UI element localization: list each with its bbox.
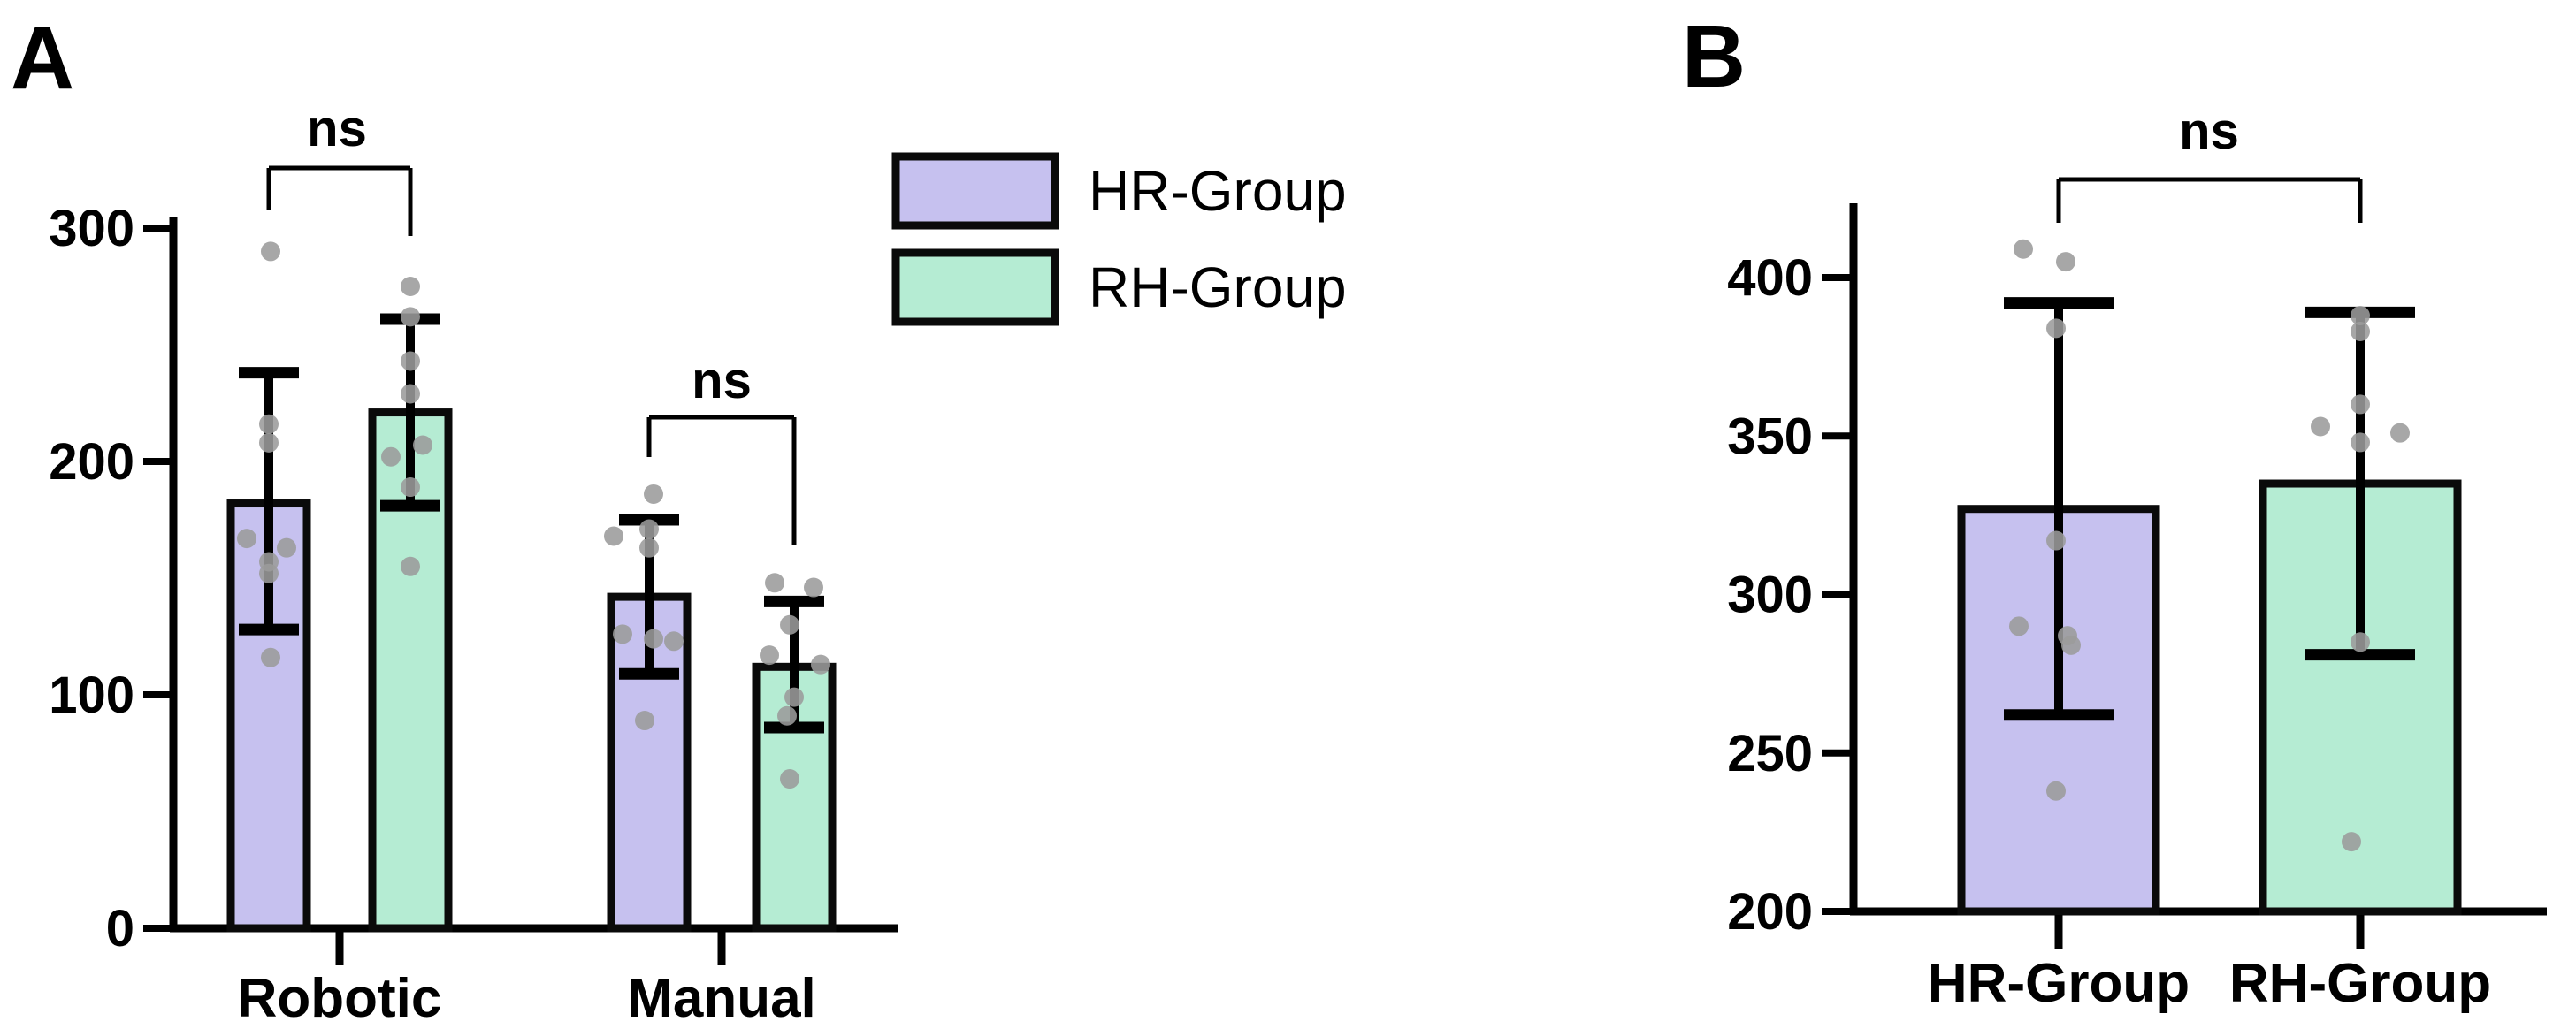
y-tick-label: 200 (1727, 883, 1813, 941)
data-point (780, 614, 799, 635)
y-tick-label: 300 (1727, 567, 1813, 624)
data-point (777, 705, 797, 726)
data-point (381, 446, 401, 467)
y-tick-label: 200 (49, 433, 134, 491)
data-point (401, 351, 420, 371)
data-point (261, 241, 280, 262)
data-point (2351, 306, 2370, 326)
data-point (639, 537, 659, 558)
panel-letter-a: A (11, 9, 74, 108)
data-point (811, 654, 830, 675)
data-point (2056, 252, 2075, 272)
data-point (413, 435, 432, 455)
data-point (2351, 632, 2370, 652)
x-category-label: Manual (627, 968, 816, 1029)
data-point (2351, 432, 2370, 453)
data-point (2009, 616, 2029, 636)
y-tick-label: 300 (49, 200, 134, 257)
data-point (259, 432, 279, 453)
significance-label: ns (692, 352, 752, 409)
data-point (2014, 239, 2033, 259)
x-category-label: RH-Group (2229, 953, 2491, 1014)
data-point (401, 384, 420, 404)
y-tick-label: 250 (1727, 725, 1813, 782)
bar (752, 662, 837, 933)
data-point (604, 526, 623, 546)
panel-letter-b: B (1682, 7, 1746, 106)
data-point (765, 573, 784, 593)
data-point (401, 477, 420, 498)
legend-label: HR-Group (1089, 159, 1347, 223)
data-point (277, 537, 296, 558)
data-point (261, 647, 280, 667)
data-point (760, 645, 779, 666)
data-point (644, 484, 663, 504)
legend-swatch (891, 152, 1059, 230)
data-point (401, 277, 420, 296)
significance-label: ns (307, 100, 367, 157)
data-point (2046, 530, 2066, 551)
data-point (784, 687, 804, 707)
data-point (237, 529, 256, 549)
y-tick-label: 400 (1727, 249, 1813, 307)
y-tick-label: 0 (106, 900, 134, 957)
data-point (259, 563, 279, 583)
data-point (401, 556, 420, 576)
legend-label: RH-Group (1089, 255, 1347, 319)
data-point (259, 414, 279, 434)
data-point (2046, 318, 2066, 339)
data-point (635, 711, 654, 731)
x-category-label: HR-Group (1928, 953, 2190, 1014)
data-point (2342, 832, 2361, 852)
data-point (639, 519, 659, 539)
data-point (664, 631, 684, 652)
data-point (2046, 781, 2066, 801)
y-tick-label: 100 (49, 667, 134, 724)
data-point (2351, 394, 2370, 415)
data-point (2311, 416, 2330, 437)
significance-label: ns (2179, 103, 2239, 160)
x-category-label: Robotic (238, 968, 442, 1029)
data-point (2390, 423, 2410, 443)
data-point (804, 577, 823, 598)
data-point (780, 769, 799, 789)
data-point (2351, 321, 2370, 341)
data-point (401, 307, 420, 327)
y-tick-label: 350 (1727, 408, 1813, 465)
data-point (644, 629, 663, 649)
data-point (2061, 635, 2081, 655)
legend-swatch (891, 248, 1059, 326)
data-point (613, 624, 632, 644)
